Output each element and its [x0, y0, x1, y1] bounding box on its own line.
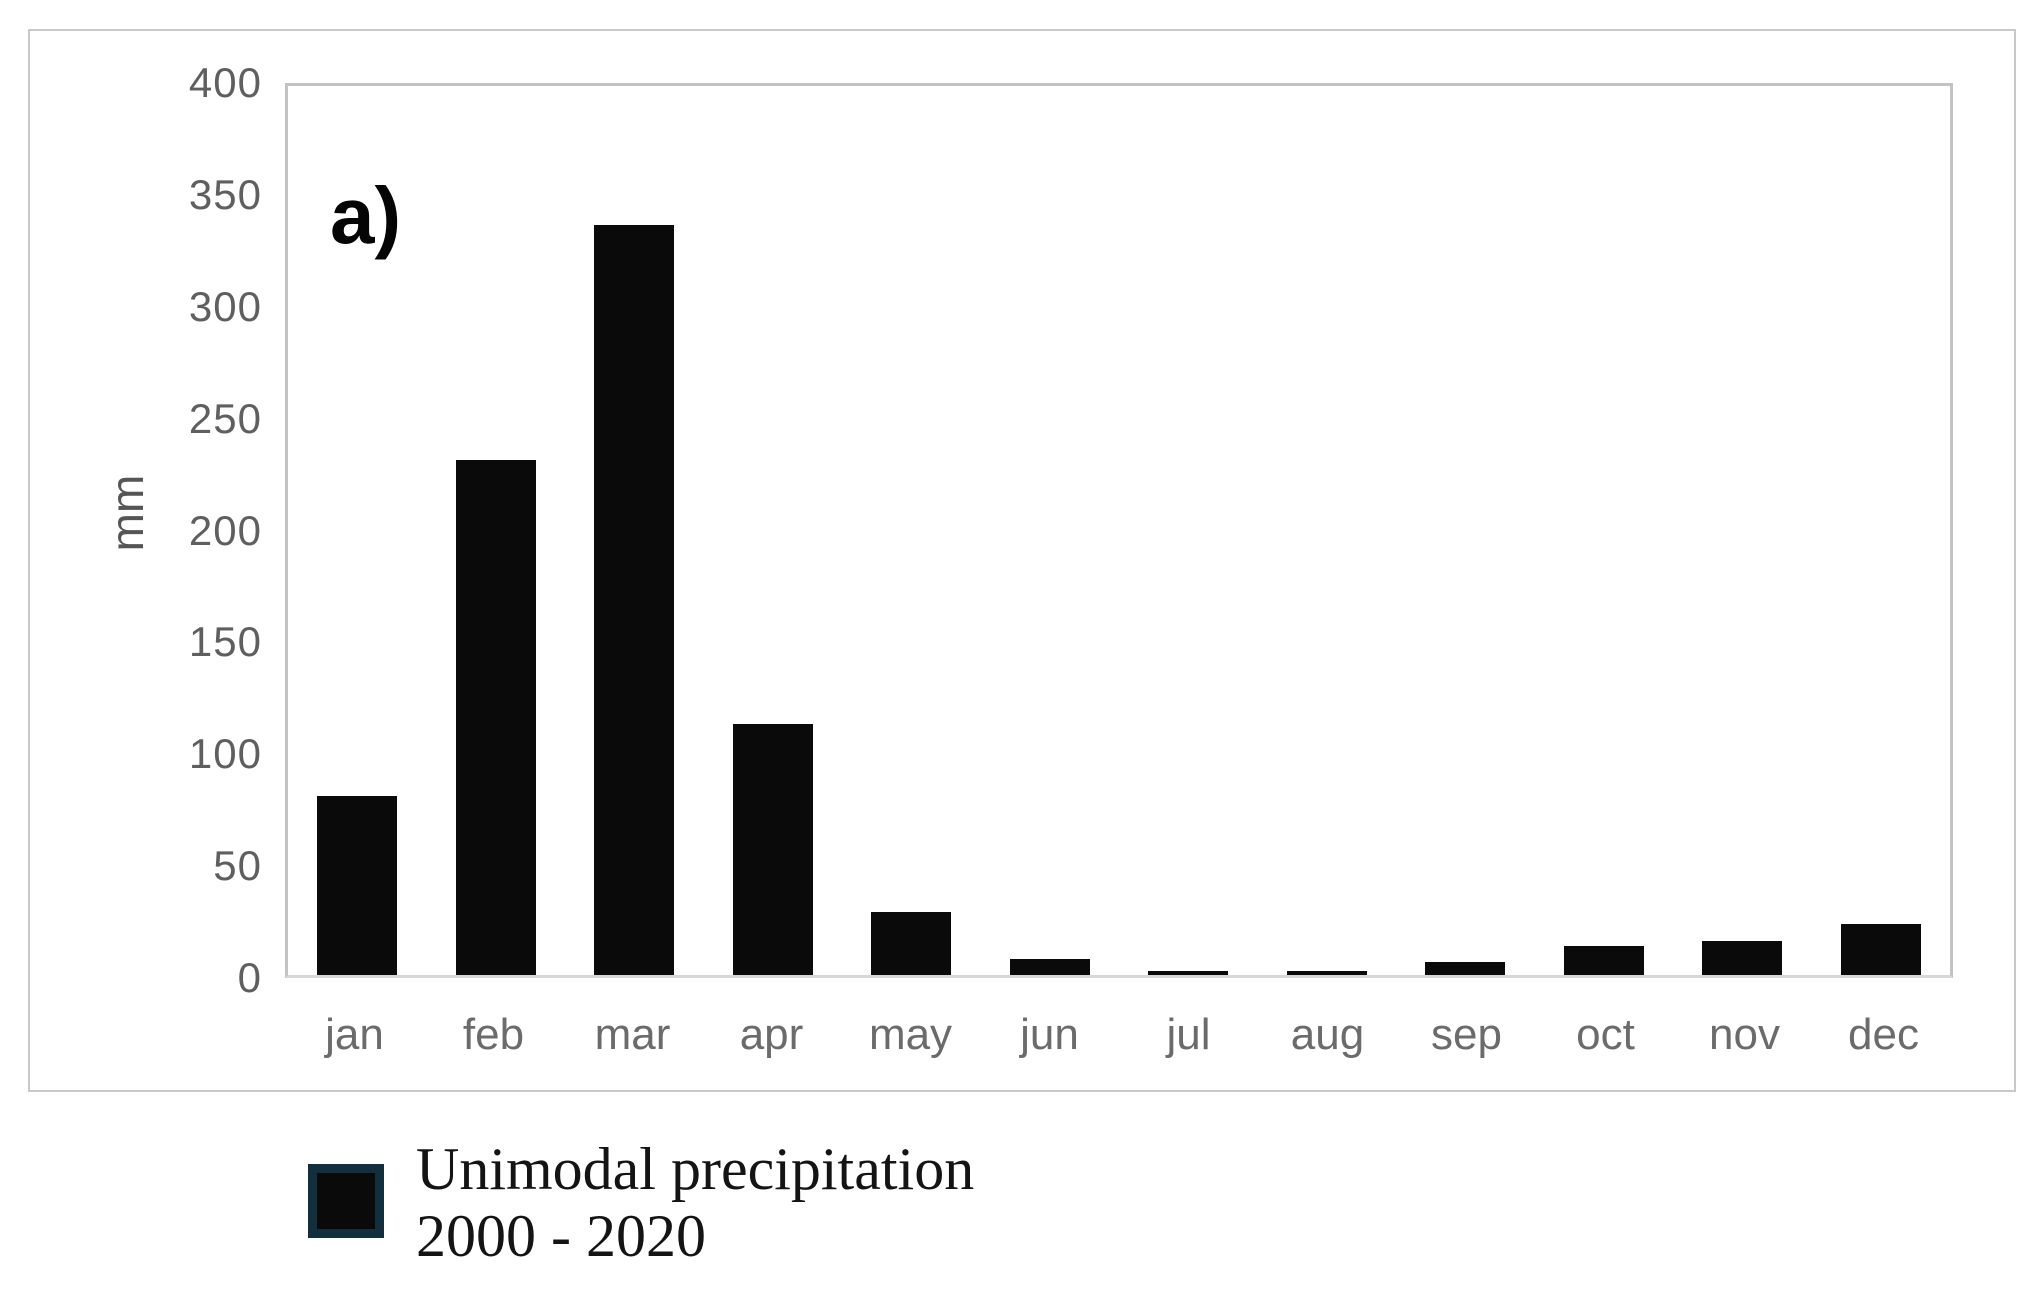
bar-oct	[1563, 945, 1644, 975]
y-tick-label-150: 150	[188, 618, 262, 666]
bar-jan	[317, 796, 398, 975]
x-label-may: may	[868, 1010, 953, 1059]
y-tick-label-300: 300	[188, 282, 262, 330]
bar-slot-aug	[1258, 86, 1397, 975]
bar-slot-dec	[1812, 86, 1951, 975]
x-label-mar: mar	[594, 1010, 671, 1059]
bar-slot-mar	[565, 86, 704, 975]
legend-label-line2: 2000 - 2020	[416, 1203, 706, 1270]
x-label-jun: jun	[1020, 1010, 1079, 1059]
bar-aug	[1286, 970, 1367, 975]
x-label-feb: feb	[462, 1010, 525, 1059]
y-axis-ticks: 0 50 100 150 200 250 300 350 400	[0, 0, 262, 1306]
legend-label-line1: Unimodal precipitation	[416, 1136, 975, 1202]
bar-slot-apr	[704, 86, 843, 975]
bar-slot-jul	[1119, 86, 1258, 975]
y-tick-label-100: 100	[188, 730, 262, 778]
legend-swatch	[308, 1164, 384, 1238]
bar-slot-sep	[1396, 86, 1535, 975]
legend-label: Unimodal precipitation 2000 - 2020	[416, 1136, 974, 1270]
x-label-oct: oct	[1576, 1010, 1635, 1059]
bar-slot-nov	[1673, 86, 1812, 975]
x-label-jul: jul	[1166, 1010, 1211, 1059]
bar-slot-feb	[427, 86, 566, 975]
bar-slot-jun	[981, 86, 1120, 975]
bar-jun	[1009, 959, 1090, 975]
x-label-aug: aug	[1290, 1010, 1365, 1059]
x-label-apr: apr	[739, 1010, 804, 1059]
bar-dec	[1840, 923, 1921, 975]
y-axis-title: mm	[101, 474, 153, 552]
bar-apr	[732, 724, 813, 975]
bar-slot-oct	[1535, 86, 1674, 975]
bar-slot-jan	[288, 86, 427, 975]
bar-slot-may	[842, 86, 981, 975]
x-axis-labels: jan feb mar apr may jun jul aug sep oct nov dec	[285, 1010, 1953, 1060]
bar-feb	[455, 460, 536, 975]
bar-sep	[1425, 961, 1506, 975]
x-label-jan: jan	[325, 1010, 384, 1059]
bar-jul	[1148, 970, 1229, 975]
y-tick-label-400: 400	[188, 59, 262, 106]
bar-mar	[594, 225, 675, 975]
x-label-sep: sep	[1431, 1010, 1502, 1059]
y-tick-label-250: 250	[188, 394, 262, 442]
panel-label: a)	[330, 171, 402, 260]
bar-nov	[1702, 941, 1783, 975]
y-tick-label-350: 350	[188, 170, 262, 218]
bar-may	[871, 912, 952, 975]
y-tick-label-200: 200	[188, 506, 262, 554]
plot-area	[285, 83, 1953, 978]
y-tick-label-50: 50	[213, 842, 262, 890]
y-tick-label-0: 0	[237, 954, 262, 1001]
x-label-nov: nov	[1709, 1010, 1780, 1059]
x-label-dec: dec	[1848, 1010, 1919, 1059]
legend: Unimodal precipitation 2000 - 2020	[308, 1136, 974, 1270]
